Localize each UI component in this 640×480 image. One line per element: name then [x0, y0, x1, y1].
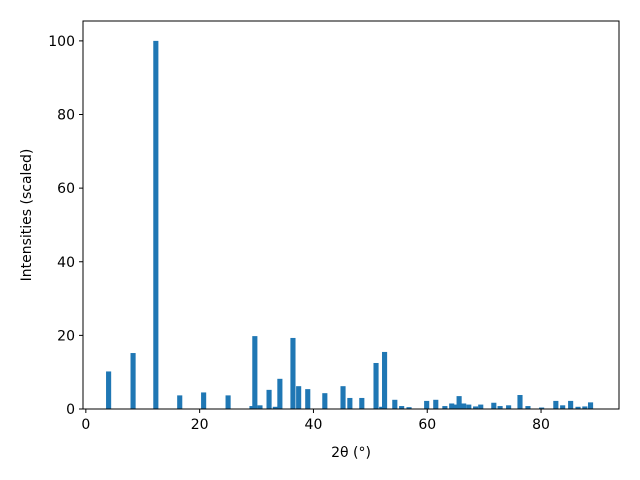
bar — [322, 393, 328, 409]
bar — [453, 404, 459, 409]
bar — [478, 404, 484, 409]
bar — [379, 406, 385, 409]
bar — [525, 406, 531, 409]
bar — [130, 353, 136, 409]
bar — [201, 392, 207, 409]
bar — [252, 336, 258, 409]
bar — [225, 395, 231, 409]
bar — [106, 371, 112, 409]
bar — [582, 406, 588, 409]
bar — [517, 395, 523, 409]
bar — [461, 403, 467, 409]
y-tick-label: 80 — [57, 108, 75, 124]
bar — [249, 406, 255, 409]
bar — [473, 406, 479, 409]
bar — [491, 402, 497, 409]
y-tick-label: 100 — [48, 34, 75, 50]
bar — [153, 40, 159, 409]
x-tick-label: 60 — [418, 417, 436, 433]
bar — [497, 406, 503, 409]
bar — [296, 386, 302, 409]
bar — [506, 405, 512, 409]
bar — [359, 397, 365, 409]
bar — [568, 400, 574, 409]
bar — [466, 404, 472, 409]
bar — [433, 399, 439, 409]
bar — [449, 403, 455, 409]
bar — [539, 407, 545, 409]
bar — [575, 406, 581, 409]
y-tick-label: 0 — [66, 402, 75, 418]
bar — [373, 362, 379, 409]
bar — [277, 378, 283, 409]
bar — [272, 406, 278, 409]
y-tick-label: 60 — [57, 181, 75, 197]
bar — [406, 407, 412, 409]
x-tick-label: 80 — [532, 417, 550, 433]
y-axis-label: Intensities (scaled) — [19, 149, 35, 282]
bar — [257, 405, 263, 409]
bar — [560, 405, 566, 409]
bar — [177, 395, 183, 409]
bar — [456, 396, 462, 409]
bar — [553, 400, 559, 409]
bar — [587, 402, 594, 409]
y-tick-label: 40 — [57, 255, 75, 271]
bar — [442, 406, 448, 409]
bar — [392, 399, 398, 409]
x-tick-label: 0 — [81, 417, 90, 433]
axes-frame — [82, 20, 620, 410]
y-tick-label: 20 — [57, 328, 75, 344]
bar — [399, 406, 405, 409]
bar — [424, 400, 430, 409]
x-tick-label: 20 — [191, 417, 209, 433]
bar — [305, 389, 311, 409]
x-tick-label: 40 — [305, 417, 323, 433]
bar — [382, 351, 388, 409]
bar — [290, 337, 296, 409]
bar — [347, 397, 353, 409]
bar — [266, 389, 272, 409]
x-axis-label: 2θ (°) — [331, 445, 371, 461]
bar — [340, 386, 346, 409]
